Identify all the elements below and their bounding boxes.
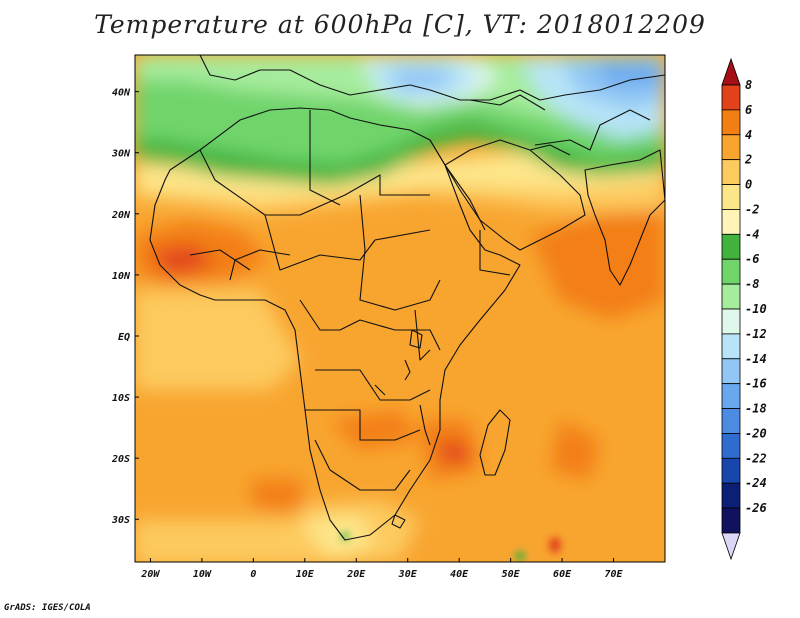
lon-tick-label: 10W <box>193 569 212 580</box>
colorbar-label: -12 <box>745 327 767 341</box>
colorbar-box <box>721 408 741 434</box>
colorbar-label: -26 <box>745 501 767 515</box>
map-title: Temperature at 600hPa [C], VT: 201801220… <box>94 10 706 39</box>
axes: 20W 10W 0 10E 20E 30E 40E 50E 60E 70E 40N 30N 20N 10N… <box>111 88 624 580</box>
colorbar-label: -20 <box>745 426 767 440</box>
grads-credit: GrADS: IGES/COLA <box>4 603 91 613</box>
colorbar-label: 8 <box>745 78 752 92</box>
colorbar-box <box>721 134 741 161</box>
lat-tick-label: 20N <box>111 210 131 221</box>
colorbar-box <box>721 383 741 409</box>
colorbar-box <box>721 84 741 111</box>
colorbar-label: -10 <box>745 302 767 316</box>
colorbar-label: 4 <box>745 128 752 142</box>
lat-tick-label: EQ <box>118 332 130 343</box>
colorbar-label: -2 <box>745 202 759 216</box>
colorbar-label: -24 <box>745 476 767 490</box>
colorbar: 8 6 4 2 0 -2 -4 -6 -8 -10 -12 -14 -16 -18 -20 -22 -24 -26 <box>721 57 767 561</box>
lon-tick-label: 50E <box>502 569 521 580</box>
colorbar-box <box>721 333 741 360</box>
lon-tick-label: 20E <box>346 569 366 580</box>
colorbar-label: -16 <box>745 377 767 391</box>
lat-tick-label: 40N <box>112 88 131 99</box>
colorbar-box <box>721 457 741 484</box>
colorbar-bottom-arrow <box>721 532 741 561</box>
temperature-field <box>135 55 665 562</box>
colorbar-box <box>721 283 741 310</box>
lon-tick-label: 0 <box>250 569 256 580</box>
colorbar-label: -18 <box>745 402 767 416</box>
colorbar-box <box>721 184 741 210</box>
colorbar-label: -22 <box>745 451 767 465</box>
colorbar-label: -14 <box>745 352 767 366</box>
lon-tick-label: 30E <box>398 569 418 580</box>
colorbar-label: 6 <box>745 103 752 117</box>
colorbar-box <box>721 507 741 534</box>
colorbar-top-arrow <box>721 57 741 86</box>
lon-tick-label: 60E <box>553 569 572 580</box>
colorbar-box <box>721 159 741 185</box>
lat-tick-label: 10N <box>112 271 131 282</box>
lon-tick-label: 70E <box>605 569 624 580</box>
colorbar-label: 0 <box>745 178 752 192</box>
lon-tick-label: 20W <box>140 569 160 580</box>
colorbar-label: -8 <box>745 277 759 291</box>
colorbar-box <box>721 233 741 260</box>
colorbar-box <box>721 109 741 136</box>
colorbar-label: -6 <box>745 252 759 266</box>
coastlines <box>149 55 665 541</box>
colorbar-label: -4 <box>745 227 759 241</box>
colorbar-label: 2 <box>744 153 752 167</box>
lat-tick-label: 10S <box>112 393 130 404</box>
lat-tick-label: 20S <box>111 454 130 465</box>
lon-tick-label: 40E <box>450 569 469 580</box>
lat-tick-label: 30S <box>111 515 130 526</box>
lon-tick-label: 10E <box>296 569 315 580</box>
plot-frame <box>134 54 666 563</box>
colorbar-box <box>721 258 741 285</box>
colorbar-box <box>721 308 741 335</box>
colorbar-box <box>721 433 741 459</box>
colorbar-box <box>721 209 741 235</box>
colorbar-box <box>721 482 741 509</box>
colorbar-box <box>721 358 741 385</box>
lat-tick-label: 30N <box>111 149 131 160</box>
